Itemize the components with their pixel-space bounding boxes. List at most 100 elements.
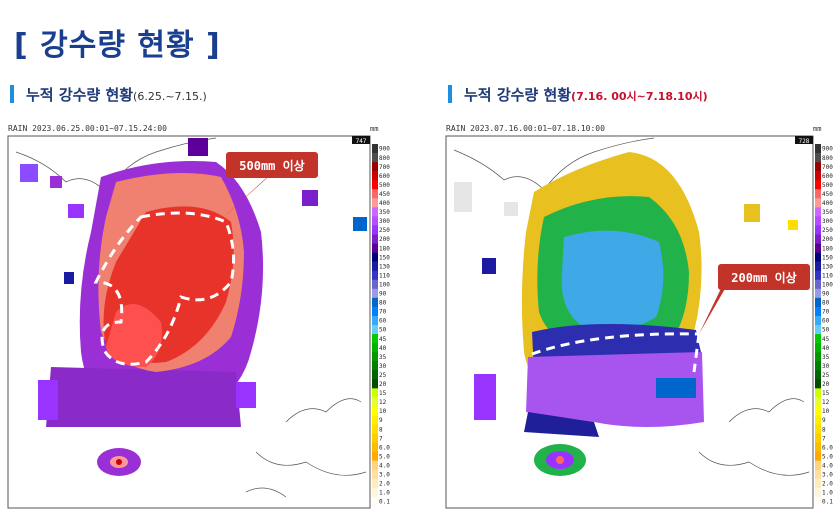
- colorbar-swatch: [372, 415, 378, 425]
- colorbar-tick-label: 4.0: [822, 462, 833, 469]
- colorbar-swatch: [372, 243, 378, 253]
- colorbar-tick-label: 250: [379, 227, 390, 234]
- colorbar-swatch: [372, 270, 378, 281]
- colorbar-tick-label: 45: [822, 336, 830, 343]
- colorbar-tick-label: 7: [822, 435, 826, 442]
- colorbar-swatch: [815, 406, 821, 416]
- unit-label: mm: [370, 125, 378, 133]
- colorbar-swatch: [815, 261, 821, 271]
- colorbar-swatch: [372, 433, 378, 443]
- colorbar-swatch: [372, 225, 378, 235]
- colorbar-swatch: [372, 460, 378, 471]
- colorbar-tick-label: 40: [822, 345, 830, 352]
- colorbar-swatch: [815, 270, 821, 281]
- colorbar-swatch: [372, 153, 378, 163]
- colorbar-swatch: [815, 451, 821, 462]
- colorbar-tick-label: 130: [822, 263, 833, 270]
- colorbar-tick-label: 30: [822, 363, 830, 370]
- colorbar-tick-label: 35: [822, 354, 830, 361]
- colorbar-tick-label: 6.0: [379, 444, 390, 451]
- colorbar-tick-label: 100: [379, 281, 390, 288]
- colorbar-swatch: [815, 370, 821, 380]
- rain-map-right: RAIN 2023.07.16.00:01~07.18.10:00 mm 200…: [445, 124, 833, 509]
- section-bar: [10, 85, 14, 103]
- colorbar-tick-label: 90: [379, 291, 387, 298]
- colorbar-tick-label: 15: [379, 390, 387, 397]
- colorbar-swatch: [372, 207, 378, 217]
- colorbar-tick-label: 4.0: [379, 462, 390, 469]
- colorbar-tick-label: 1.0: [379, 490, 390, 497]
- colorbar-tick-label: 15: [822, 390, 830, 397]
- colorbar-tick-label: 9: [379, 417, 383, 424]
- section-bar: [448, 85, 452, 103]
- page-title: [ 강수량 현황 ]: [14, 28, 221, 63]
- colorbar-swatch: [815, 352, 821, 362]
- colorbar-tick-label: 5.0: [379, 453, 390, 460]
- colorbar-swatch: [815, 343, 821, 353]
- colorbar-swatch: [372, 424, 378, 434]
- colorbar-tick-label: 500: [379, 182, 390, 189]
- colorbar-swatch: [815, 243, 821, 253]
- map-header: RAIN 2023.06.25.00:01~07.15.24:00: [8, 124, 167, 133]
- colorbar-swatch: [372, 315, 378, 326]
- callout-box: [226, 152, 318, 178]
- colorbar-tick-label: 150: [822, 254, 833, 261]
- colorbar-tick-label: 200: [822, 236, 833, 243]
- section-period-left: (6.25.~7.15.): [133, 90, 207, 103]
- colorbar-tick-label: 600: [379, 173, 390, 180]
- colorbar-swatch: [815, 171, 821, 181]
- unit-label: mm: [813, 125, 821, 133]
- colorbar-swatch: [815, 288, 821, 299]
- colorbar-swatch: [372, 171, 378, 181]
- colorbar: 900 800 700 600 500 450 400 350 300 250 200 180 150 1…: [372, 144, 390, 507]
- colorbar-swatch: [372, 361, 378, 371]
- colorbar-tick-label: 80: [379, 300, 387, 307]
- colorbar-swatch: [815, 478, 821, 489]
- section-title-left: 누적 강수량 현황: [26, 86, 134, 104]
- colorbar-swatch: [815, 144, 821, 154]
- map-header: RAIN 2023.07.16.00:01~07.18.10:00: [446, 124, 605, 133]
- colorbar-swatch: [372, 496, 378, 507]
- colorbar-swatch: [815, 162, 821, 172]
- colorbar-tick-label: 90: [822, 291, 830, 298]
- colorbar-swatch: [372, 442, 378, 452]
- colorbar-swatch: [372, 288, 378, 299]
- colorbar-swatch: [815, 460, 821, 471]
- colorbar-swatch: [815, 379, 821, 389]
- section-period-right: (7.16. 00시~7.18.10시): [571, 90, 708, 103]
- colorbar-tick-label: 3.0: [379, 472, 390, 479]
- colorbar-tick-label: 800: [379, 155, 390, 162]
- callout-text: 200mm 이상: [731, 270, 796, 285]
- colorbar-tick-label: 600: [822, 173, 833, 180]
- colorbar-tick-label: 180: [379, 245, 390, 252]
- colorbar-tick-label: 250: [822, 227, 833, 234]
- colorbar-tick-label: 20: [822, 381, 830, 388]
- colorbar-swatch: [815, 388, 821, 398]
- threshold-outline: [531, 332, 700, 356]
- colorbar-swatch: [815, 225, 821, 235]
- colorbar-swatch: [372, 306, 378, 317]
- colorbar-swatch: [372, 325, 378, 335]
- callout-text: 500mm 이상: [239, 158, 304, 173]
- colorbar-swatch: [815, 361, 821, 371]
- colorbar-tick-label: 350: [822, 209, 833, 216]
- section-header-left: 누적 강수량 현황(6.25.~7.15.): [10, 84, 207, 105]
- colorbar-tick-label: 1.0: [822, 490, 833, 497]
- colorbar-tick-label: 400: [379, 200, 390, 207]
- precip-field: [20, 138, 367, 476]
- colorbar-swatch: [815, 487, 821, 498]
- colorbar-swatch: [815, 216, 821, 226]
- colorbar-swatch: [372, 478, 378, 489]
- colorbar-swatch: [372, 370, 378, 380]
- colorbar-swatch: [372, 352, 378, 362]
- colorbar-tick-label: 3.0: [822, 472, 833, 479]
- colorbar-swatch: [372, 297, 378, 308]
- colorbar-swatch: [372, 198, 378, 208]
- colorbar-tick-label: 5.0: [822, 453, 833, 460]
- rain-map-left: RAIN 2023.06.25.00:01~07.15.24:00 mm 500…: [7, 124, 390, 509]
- colorbar-tick-label: 6.0: [822, 444, 833, 451]
- colorbar-tick-label: 40: [379, 345, 387, 352]
- colorbar-tick-label: 12: [379, 399, 387, 406]
- threshold-outline: [692, 333, 701, 373]
- colorbar-tick-label: 60: [379, 318, 387, 325]
